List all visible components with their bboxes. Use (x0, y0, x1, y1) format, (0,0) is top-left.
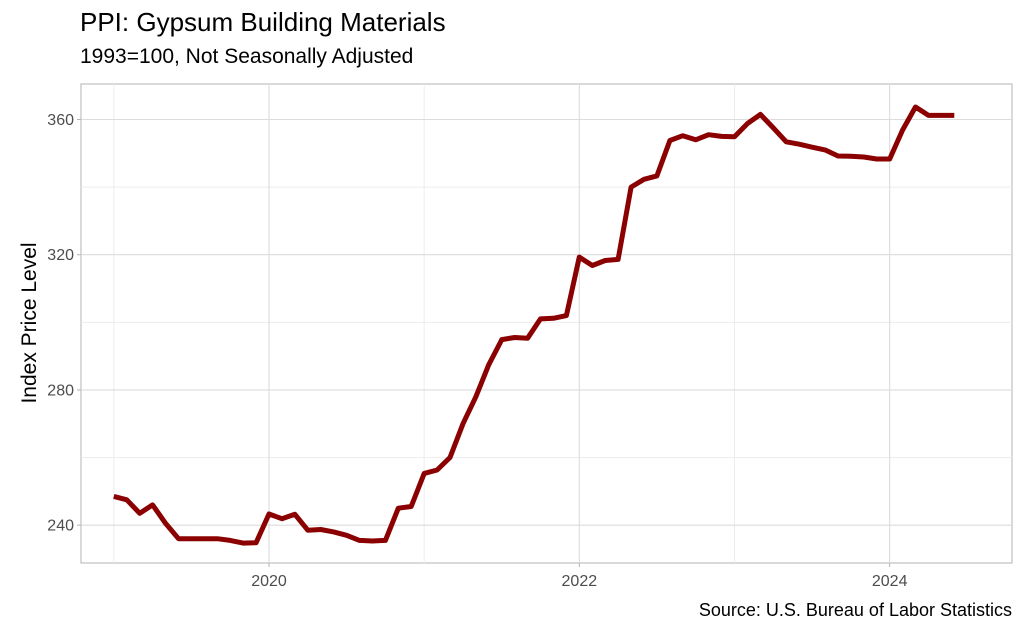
y-tick-label: 280 (47, 382, 74, 399)
chart-subtitle: 1993=100, Not Seasonally Adjusted (80, 45, 414, 68)
x-tick-label: 2020 (251, 573, 287, 590)
chart-title: PPI: Gypsum Building Materials (80, 7, 446, 37)
y-tick-label: 360 (47, 112, 74, 129)
plot-panel (80, 83, 1013, 564)
y-tick-label: 240 (47, 518, 74, 535)
y-tick-label: 320 (47, 247, 74, 264)
series-layer (113, 104, 955, 546)
source-caption: Source: U.S. Bureau of Labor Statistics (698, 600, 1012, 620)
minor-grid (81, 84, 1012, 563)
x-tick-label: 2024 (872, 573, 908, 590)
x-tick-label: 2022 (562, 573, 598, 590)
y-tick-labels: 240 280 320 360 (47, 112, 81, 535)
x-tick-labels: 2020 2022 2024 (251, 563, 908, 590)
major-grid (81, 84, 1012, 563)
series-line (113, 104, 955, 546)
